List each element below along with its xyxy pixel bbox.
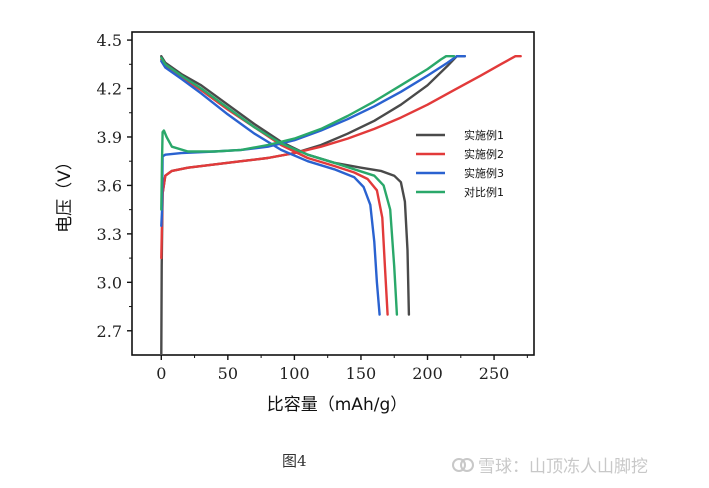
series-4-discharge-curve (160, 56, 399, 316)
legend-label: 对比例1 (464, 185, 504, 199)
series-3-charge-curve (160, 55, 466, 227)
series-2-charge-curve (160, 55, 522, 260)
y-tick-label: 3.3 (97, 225, 122, 244)
snowball-logo-icon (452, 457, 474, 472)
y-axis-title: 电压（V） (55, 153, 75, 233)
y-tick-label: 4.5 (97, 31, 122, 50)
y-tick-label: 3.9 (97, 128, 122, 147)
legend-label: 实施例2 (464, 147, 504, 161)
x-axis-title: 比容量（mAh/g） (267, 395, 407, 415)
y-tick-label: 2.7 (97, 322, 122, 341)
chart: 0 50 100 150 200 250 2.7 3.0 3.3 3.6 3.9 4.2 4.5 实施… (55, 31, 535, 415)
watermark: 雪球：山顶冻人山脚挖 (452, 452, 648, 477)
x-tick-label: 0 (156, 364, 166, 383)
series-4-charge-curve (160, 55, 456, 211)
legend-label: 实施例1 (464, 128, 504, 142)
x-tick-label: 100 (279, 364, 310, 383)
x-tick-label: 200 (412, 364, 443, 383)
series-1-charge-curve (160, 55, 466, 357)
legend-label: 实施例3 (464, 166, 504, 180)
watermark-text: 雪球：山顶冻人山脚挖 (478, 457, 648, 477)
x-tick-label: 50 (218, 364, 238, 383)
y-tick-label: 3.0 (97, 273, 122, 292)
figure-caption: 图4 (282, 452, 307, 470)
x-tick-label: 150 (346, 364, 377, 383)
plot-frame (131, 31, 535, 356)
y-tick-label: 3.6 (97, 176, 122, 195)
series-2-discharge-curve (160, 58, 389, 316)
x-tick-label: 250 (479, 364, 510, 383)
y-tick-label: 4.2 (97, 80, 122, 99)
series-3-discharge-curve (160, 59, 381, 316)
